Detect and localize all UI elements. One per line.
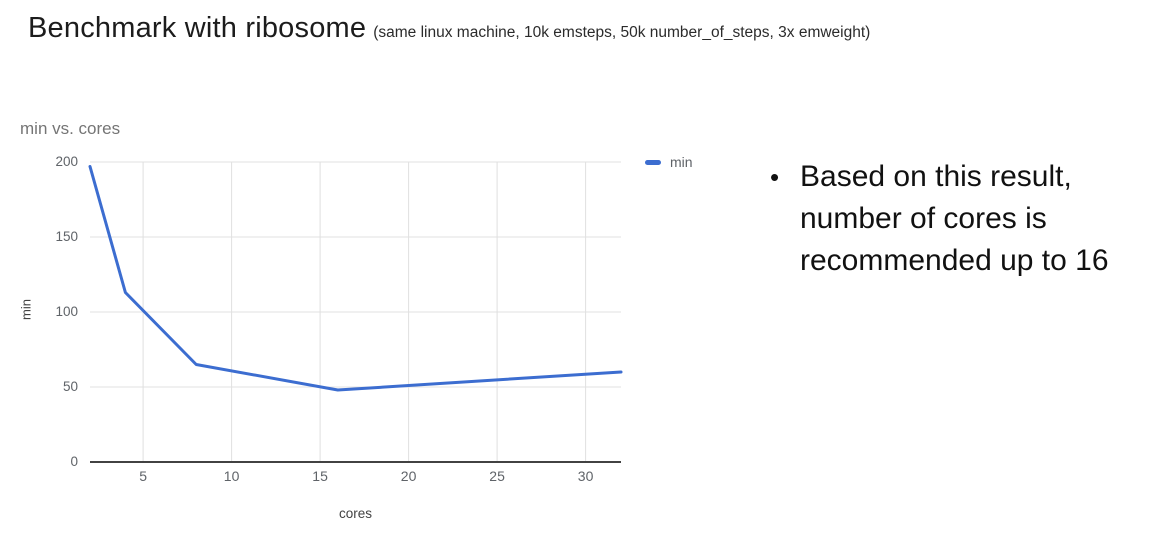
chart-title: min vs. cores	[20, 119, 121, 138]
y-tick-label: 50	[62, 379, 78, 394]
bullet-note-text: Based on this result, number of cores is…	[800, 160, 1109, 277]
bullet-note: • Based on this result, number of cores …	[770, 156, 1122, 282]
y-tick-label: 200	[55, 154, 78, 169]
x-tick-label: 30	[577, 468, 594, 484]
x-tick-label: 10	[223, 468, 240, 484]
slide-subtitle: (same linux machine, 10k emsteps, 50k nu…	[373, 24, 871, 41]
x-tick-label: 5	[139, 468, 147, 484]
x-tick-label: 20	[400, 468, 417, 484]
y-tick-label: 0	[70, 454, 78, 469]
x-axis-title: cores	[338, 506, 372, 521]
chart-legend[interactable]: min	[645, 154, 693, 170]
slide-header: Benchmark with ribosome (same linux machi…	[28, 12, 870, 45]
series-line-min[interactable]	[88, 165, 623, 392]
y-tick-label: 150	[55, 229, 78, 244]
y-axis-title: min	[18, 299, 34, 320]
x-tick-label: 15	[312, 468, 328, 484]
y-tick-label: 100	[55, 304, 78, 319]
bullet-icon: •	[770, 162, 780, 192]
slide-title: Benchmark with ribosome	[28, 12, 367, 44]
legend-series-dash-icon	[645, 159, 661, 165]
x-tick-label: 25	[489, 468, 505, 484]
line-chart-plot-area[interactable]	[88, 161, 623, 463]
legend-series-label: min	[670, 154, 693, 170]
